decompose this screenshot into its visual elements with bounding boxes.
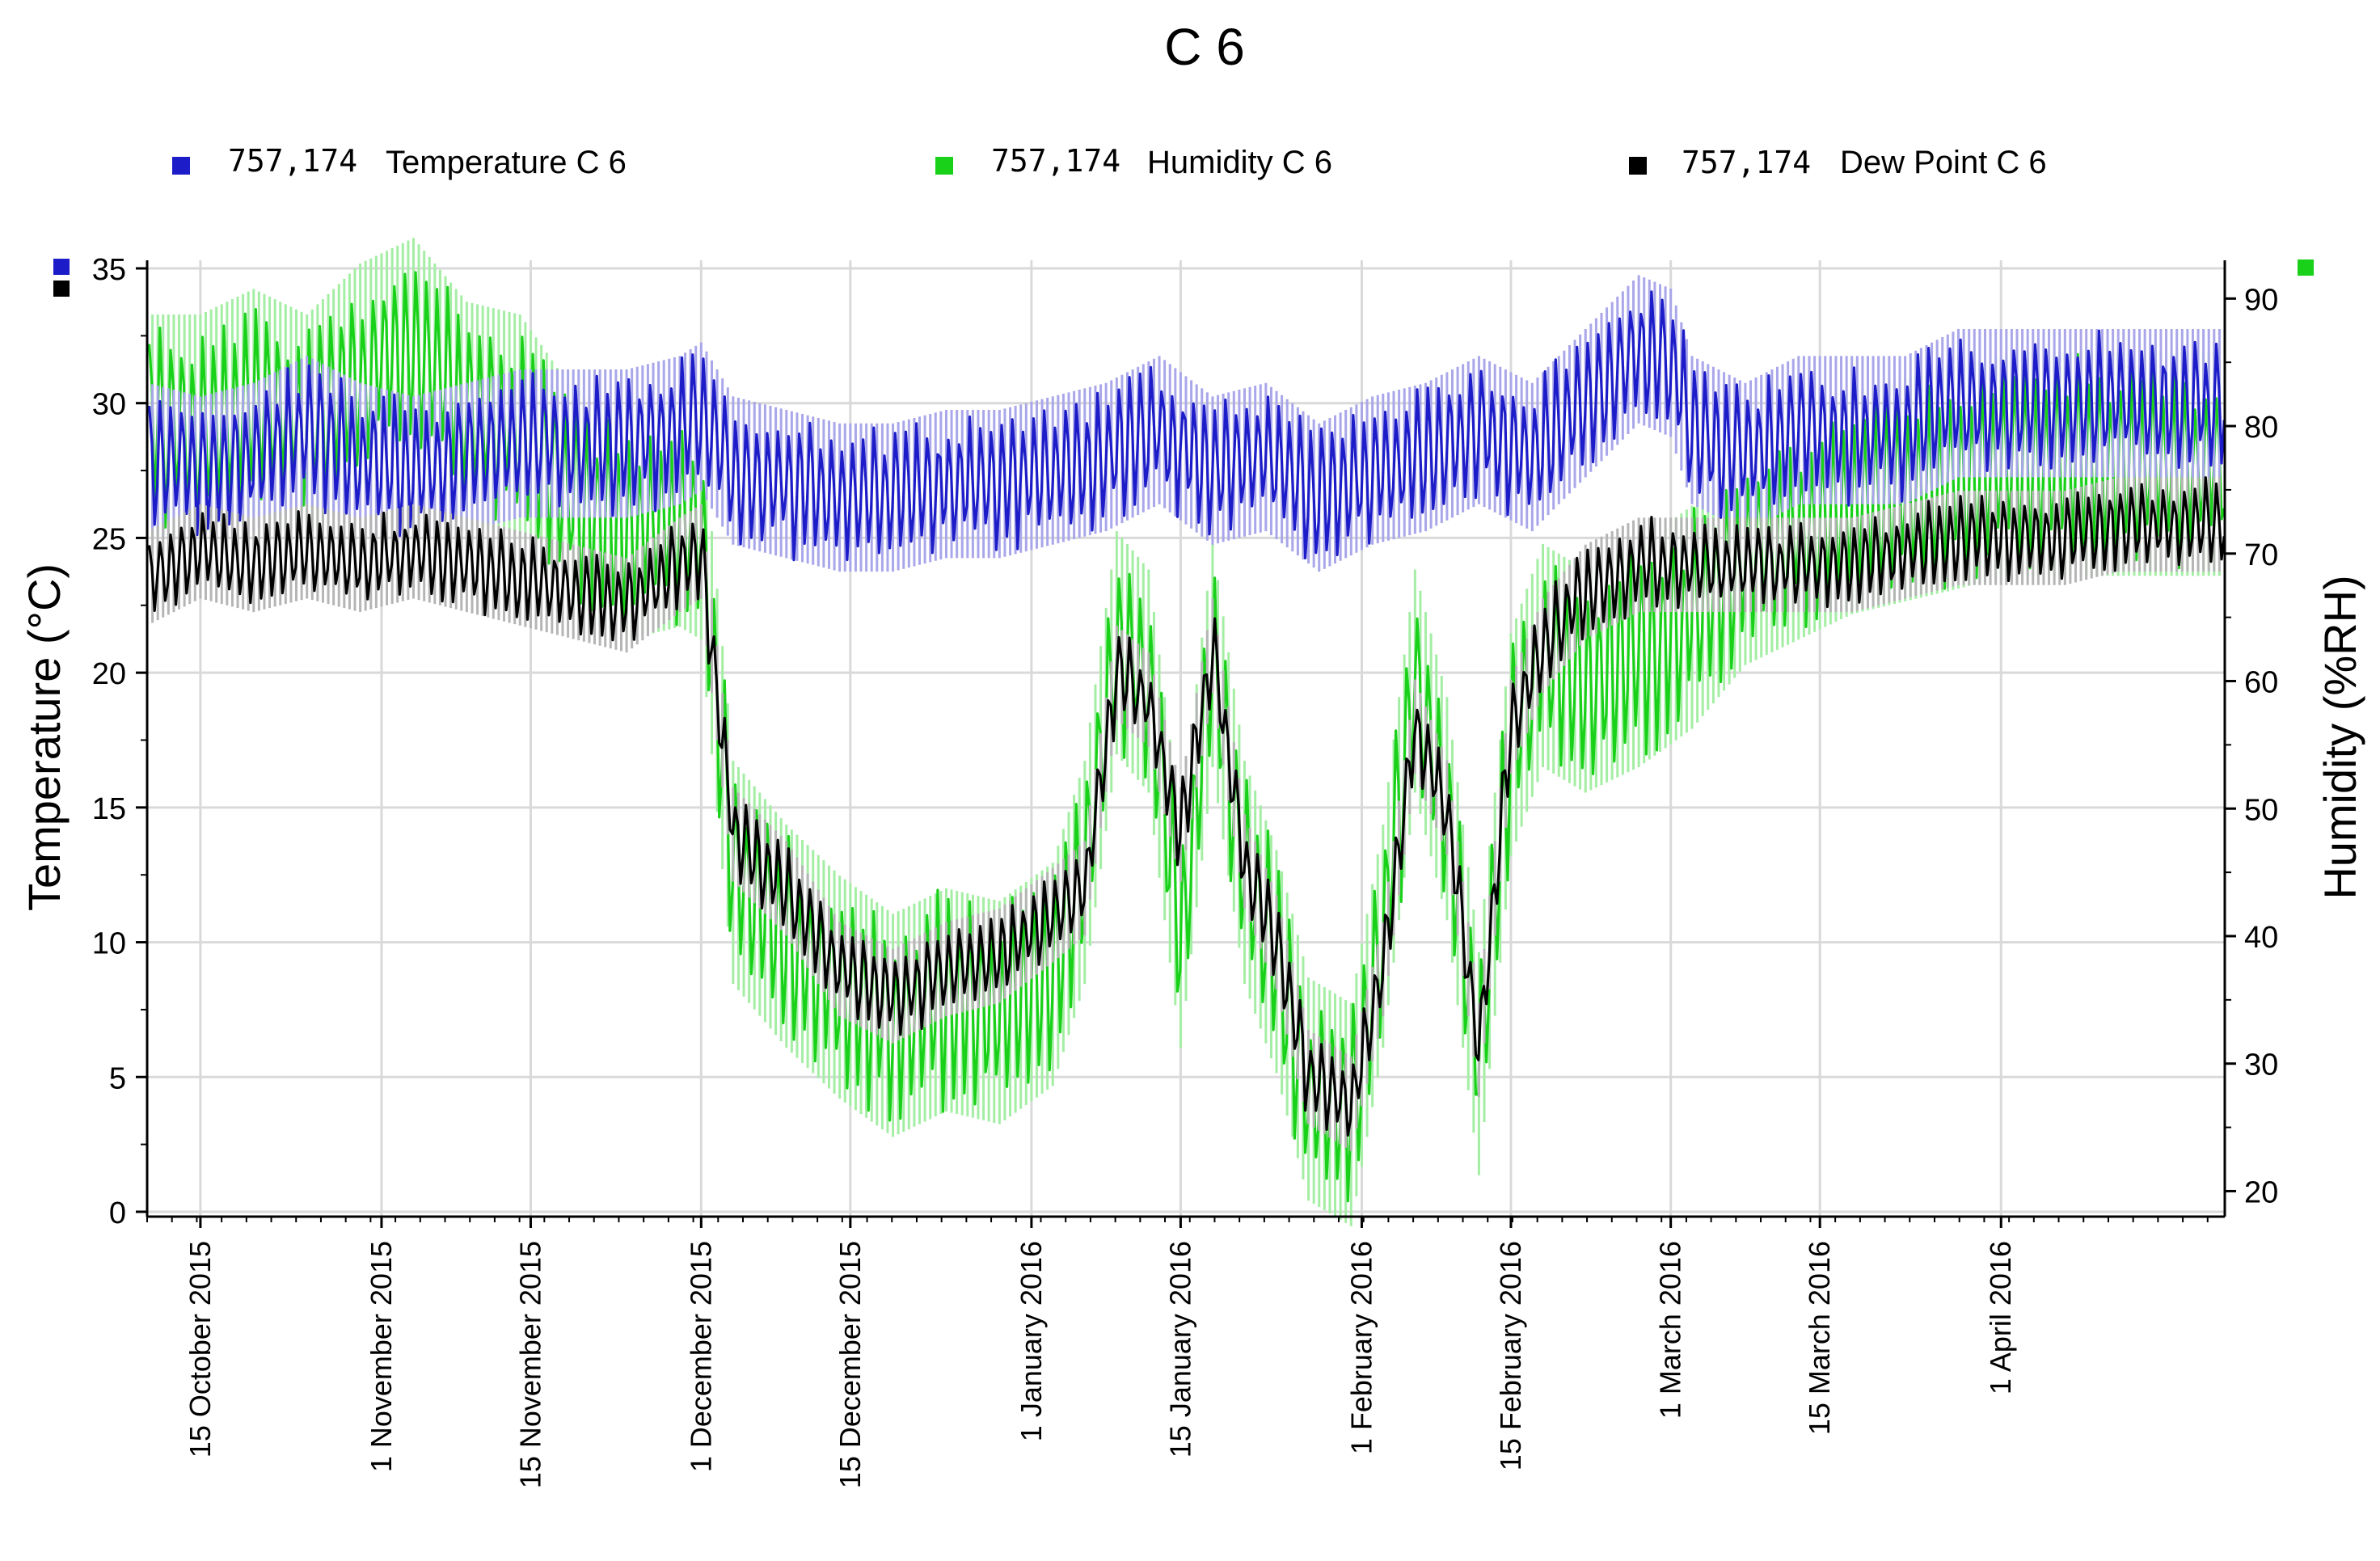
x-tick-label: 15 March 2016 xyxy=(1803,1241,1836,1435)
legend-label-temperature: Temperature C 6 xyxy=(386,145,627,180)
x-tick-label: 1 January 2016 xyxy=(1015,1241,1048,1441)
axes-frame xyxy=(146,260,2226,1218)
right-tick-label: 30 xyxy=(2244,1048,2278,1082)
series-line xyxy=(148,290,2226,562)
right-tick-label: 90 xyxy=(2244,283,2278,317)
legend-label-dewpoint: Dew Point C 6 xyxy=(1840,145,2047,180)
legend-item-humidity[interactable]: 757,174 Humidity C 6 xyxy=(935,143,1332,180)
left-tick-label: 5 xyxy=(109,1061,126,1095)
series-dew-point-c-6 xyxy=(146,476,2226,1151)
x-tick-label: 1 November 2015 xyxy=(365,1241,398,1472)
right-tick-label: 40 xyxy=(2244,921,2278,955)
x-tick-label: 1 April 2016 xyxy=(1984,1241,2017,1394)
left-axis-ticks: 0 5 10 15 20 25 30 35 xyxy=(92,253,147,1230)
left-tick-label: 35 xyxy=(92,253,126,287)
legend-swatch-temperature xyxy=(172,157,190,175)
chart-title: C 6 xyxy=(1164,18,1245,76)
x-tick-label: 1 December 2015 xyxy=(684,1241,717,1472)
legend: 757,174 Temperature C 6 757,174 Humidity… xyxy=(172,143,2047,180)
right-tick-label: 80 xyxy=(2244,411,2278,445)
legend-prefix-humidity: 757,174 xyxy=(991,143,1120,179)
series-line xyxy=(148,476,2226,1137)
right-tick-label: 70 xyxy=(2244,538,2278,572)
left-axis-marker-dewpoint xyxy=(53,281,70,297)
x-tick-label: 15 February 2016 xyxy=(1494,1241,1527,1470)
legend-item-dewpoint[interactable]: 757,174 Dew Point C 6 xyxy=(1629,145,2047,180)
left-tick-label: 15 xyxy=(92,792,126,826)
left-tick-label: 0 xyxy=(109,1196,126,1230)
x-tick-label: 15 November 2015 xyxy=(513,1241,546,1488)
legend-label-humidity: Humidity C 6 xyxy=(1147,145,1332,180)
legend-item-temperature[interactable]: 757,174 Temperature C 6 xyxy=(172,143,627,180)
legend-swatch-dewpoint xyxy=(1629,157,1647,175)
left-tick-label: 20 xyxy=(92,657,126,691)
right-tick-label: 20 xyxy=(2244,1175,2278,1209)
series-layer xyxy=(146,238,2226,1226)
x-tick-label: 15 January 2016 xyxy=(1163,1241,1196,1458)
right-tick-label: 60 xyxy=(2244,666,2278,700)
right-tick-label: 50 xyxy=(2244,793,2278,827)
x-axis-ticks: 15 October 2015 1 November 2015 15 Novembe… xyxy=(146,1217,2209,1488)
right-axis-marker-humidity xyxy=(2298,259,2314,276)
legend-swatch-humidity xyxy=(935,157,953,175)
right-axis-title: Humidity (%RH) xyxy=(2315,575,2365,899)
right-axis-ticks: 20 30 40 50 60 70 80 90 xyxy=(2225,283,2278,1209)
left-tick-label: 25 xyxy=(92,522,126,556)
x-tick-label: 1 March 2016 xyxy=(1654,1241,1687,1419)
left-tick-label: 10 xyxy=(92,927,126,961)
legend-prefix-dewpoint: 757,174 xyxy=(1682,145,1811,180)
legend-prefix-temperature: 757,174 xyxy=(228,143,357,179)
left-tick-label: 30 xyxy=(92,388,126,422)
left-axis-title: Temperature (°C) xyxy=(19,563,70,911)
left-axis-marker-temperature xyxy=(53,259,70,275)
x-tick-label: 1 February 2016 xyxy=(1344,1241,1378,1454)
x-tick-label: 15 October 2015 xyxy=(184,1241,217,1458)
series-temperature-c-6 xyxy=(146,275,2226,572)
x-tick-label: 15 December 2015 xyxy=(833,1241,867,1488)
